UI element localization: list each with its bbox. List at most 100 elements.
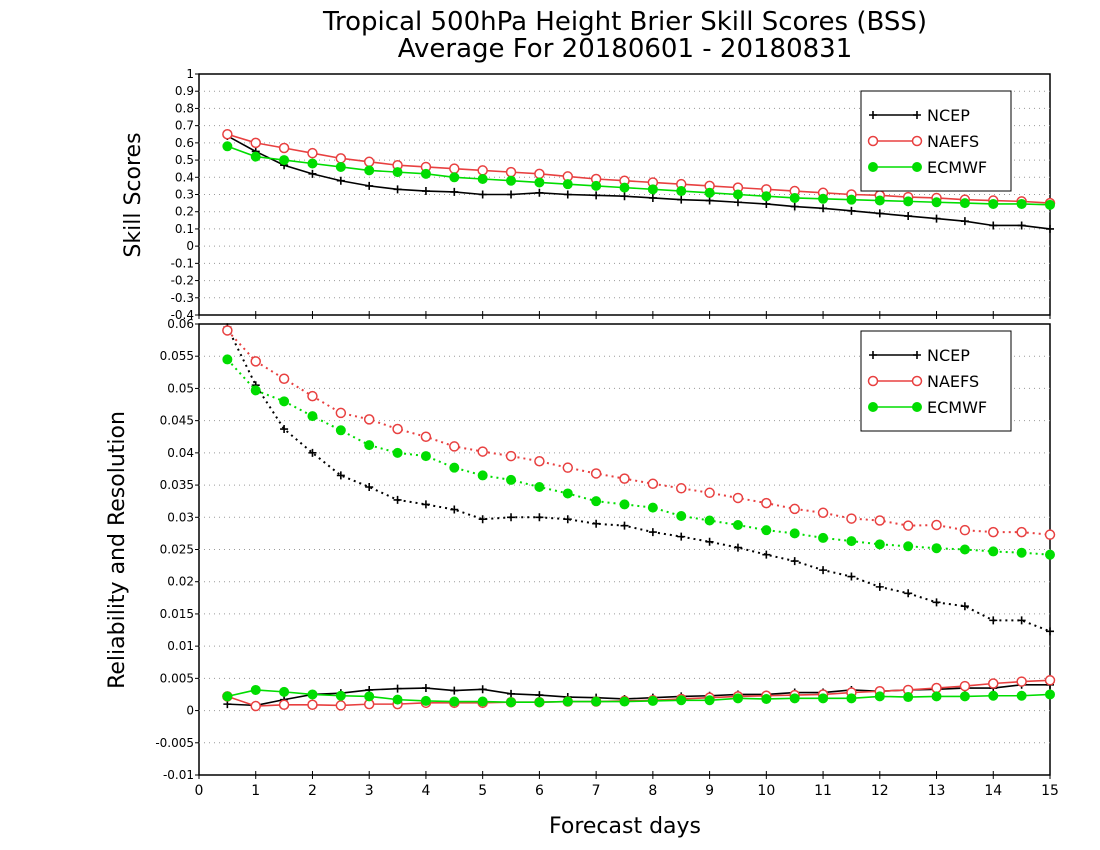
- bottom-point-ncep: [875, 582, 884, 591]
- bottom-point-naefs: [732, 492, 744, 504]
- bottom-point-ecmwf: [591, 496, 602, 507]
- top-point-ncep: [620, 192, 629, 201]
- top-point-ecmwf: [250, 151, 261, 162]
- bottom-point-naefs: [250, 356, 261, 367]
- bottom-ytick-label: 0.03: [167, 510, 194, 524]
- top-point-naefs: [222, 129, 233, 140]
- bottom-legend-marker-ecmwf: [912, 402, 922, 412]
- top-point-ncep: [932, 214, 941, 223]
- bottom-ytick-label: 0.035: [160, 478, 194, 492]
- top-point-ecmwf: [874, 195, 885, 206]
- bottom-point-ncep: [421, 684, 430, 693]
- bottom-point-ncep: [592, 519, 601, 528]
- bottom-point-ecmwf: [562, 696, 573, 707]
- top-point-ecmwf: [364, 165, 375, 176]
- bottom-point-ecmwf: [619, 696, 630, 707]
- xtick-label: 2: [308, 783, 317, 799]
- bottom-point-ecmwf: [704, 515, 715, 526]
- bottom-point-naefs: [1044, 675, 1056, 686]
- top-point-ncep: [989, 221, 998, 230]
- top-ytick-label: 1: [186, 67, 194, 81]
- bottom-point-naefs: [1044, 529, 1056, 540]
- bottom-legend-marker-ecmwf: [868, 402, 878, 412]
- bottom-point-ncep: [507, 513, 516, 522]
- top-legend-marker-naefs: [867, 135, 879, 147]
- top-panel-ylabel: Skill Scores: [121, 132, 146, 257]
- bottom-point-ncep: [336, 471, 345, 480]
- top-ytick-label: 0.1: [175, 222, 194, 236]
- bottom-legend-marker-ncep: [869, 351, 877, 359]
- bottom-point-naefs: [846, 513, 857, 524]
- top-point-ecmwf: [789, 192, 800, 203]
- xtick-label: 5: [478, 783, 487, 799]
- xtick-label: 15: [1041, 783, 1059, 799]
- bottom-point-naefs: [619, 473, 630, 484]
- top-legend-label-ncep: NCEP: [927, 106, 970, 125]
- top-point-ncep: [1046, 224, 1054, 233]
- bottom-point-ncep: [620, 521, 629, 530]
- bottom-panel: -0.01 -0.005 0 0.005 0.01 0.015 0.02 0.025 0.03 0…: [155, 317, 1059, 799]
- top-point-ecmwf: [676, 186, 687, 197]
- top-point-ecmwf: [420, 168, 431, 179]
- xtick-label: 1: [251, 783, 260, 799]
- top-point-ecmwf: [562, 179, 573, 190]
- xtick-label: 12: [871, 783, 889, 799]
- top-ytick-label: 0.6: [175, 136, 194, 150]
- top-ytick-label: 0: [186, 239, 194, 253]
- bottom-point-ecmwf: [874, 539, 885, 550]
- bottom-point-ecmwf: [931, 543, 942, 554]
- bottom-point-ncep: [450, 686, 459, 695]
- bottom-legend-marker-naefs: [867, 375, 879, 387]
- top-ytick-label: 0.9: [175, 84, 194, 98]
- bottom-point-ecmwf: [335, 690, 346, 701]
- top-point-ecmwf: [591, 180, 602, 191]
- bottom-point-ncep: [280, 425, 289, 434]
- top-point-ecmwf: [392, 167, 403, 178]
- top-point-ecmwf: [1016, 198, 1027, 209]
- top-legend-marker-naefs: [911, 135, 923, 147]
- top-point-ncep: [960, 217, 969, 226]
- top-point-ncep: [336, 176, 345, 185]
- bottom-point-ncep: [932, 598, 941, 607]
- top-legend-marker-ncep: [869, 111, 877, 119]
- top-series-line-ncep: [226, 135, 1051, 230]
- top-point-ecmwf: [534, 177, 545, 188]
- bottom-point-ncep: [677, 532, 686, 541]
- top-point-ecmwf: [818, 193, 829, 204]
- bottom-point-ncep: [648, 528, 657, 537]
- bottom-ytick-label: 0.005: [160, 671, 194, 685]
- bottom-point-naefs: [931, 519, 942, 531]
- bottom-point-ecmwf: [222, 354, 233, 365]
- top-ytick-label: 0.8: [175, 101, 194, 115]
- bottom-point-ecmwf: [562, 488, 573, 499]
- top-point-ncep: [819, 204, 828, 213]
- bottom-point-ecmwf: [392, 694, 403, 705]
- bottom-point-ecmwf: [1016, 547, 1027, 558]
- xtick-label: 0: [195, 783, 204, 799]
- top-ytick-label: -0.2: [171, 274, 194, 288]
- bottom-point-ncep: [535, 513, 544, 522]
- top-point-ncep: [762, 199, 771, 208]
- x-axis-label: Forecast days: [549, 814, 701, 839]
- bottom-point-ncep: [790, 557, 799, 566]
- bottom-point-naefs: [761, 497, 772, 509]
- top-legend-label-ecmwf: ECMWF: [927, 158, 987, 177]
- bottom-point-ecmwf: [534, 482, 545, 493]
- bottom-point-naefs: [449, 441, 460, 452]
- top-ytick-label: 0.5: [175, 153, 194, 167]
- bottom-point-ecmwf: [477, 696, 488, 707]
- bottom-point-ecmwf: [250, 684, 261, 695]
- bottom-point-ecmwf: [903, 541, 914, 552]
- top-point-ncep: [450, 187, 459, 196]
- top-point-ncep: [705, 196, 714, 205]
- top-point-ecmwf: [647, 184, 658, 195]
- bottom-ytick-label: 0.015: [160, 607, 194, 621]
- bottom-point-ecmwf: [818, 693, 829, 704]
- xtick-label: 3: [365, 783, 374, 799]
- top-ytick-label: 0.7: [175, 119, 194, 133]
- bottom-point-ecmwf: [959, 691, 970, 702]
- bottom-point-ncep: [507, 689, 516, 698]
- chart-title-line2: Average For 20180601 - 20180831: [398, 34, 853, 64]
- bottom-point-ecmwf: [1016, 690, 1027, 701]
- bottom-point-ecmwf: [250, 385, 261, 396]
